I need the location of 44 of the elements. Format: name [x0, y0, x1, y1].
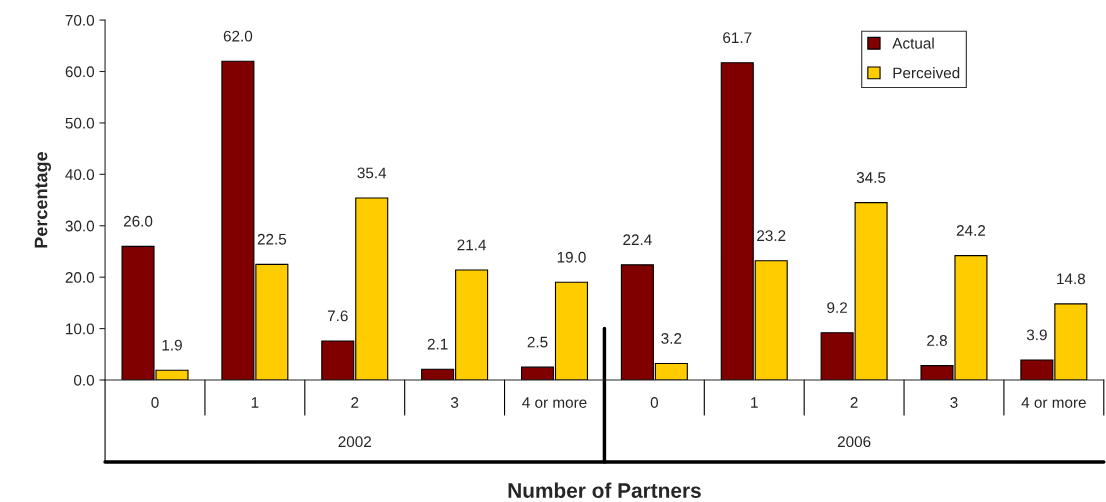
x-tick-label: 0 — [650, 397, 659, 408]
y-axis-title: Percentage — [34, 151, 52, 248]
data-label: 2.8 — [927, 335, 947, 346]
data-label: 14.8 — [1057, 273, 1086, 285]
data-label: 34.5 — [856, 172, 886, 183]
data-label: 1.9 — [162, 339, 182, 351]
data-label: 7.6 — [327, 310, 348, 322]
data-label: 23.2 — [757, 230, 786, 242]
x-tick-label: 3 — [950, 397, 958, 408]
x-tick-label: 4 or more — [1021, 397, 1086, 408]
y-tick-label: 50.0 — [65, 117, 95, 129]
data-label: 3.9 — [1026, 329, 1047, 341]
x-tick-label: 1 — [251, 397, 259, 408]
x-tick-label: 3 — [450, 397, 459, 408]
data-label: 9.2 — [827, 302, 847, 314]
y-tick-label: 0.0 — [74, 374, 95, 386]
x-tick-label: 1 — [751, 397, 758, 408]
x-axis-title: Number of Partners — [508, 482, 701, 498]
data-label: 24.2 — [956, 225, 986, 236]
data-label: 61.7 — [723, 32, 752, 44]
data-label: 2.5 — [527, 336, 548, 348]
x-tick-label: 4 or more — [522, 397, 587, 408]
data-label: 2.1 — [427, 338, 448, 350]
data-label: 26.0 — [123, 215, 153, 227]
data-label: 19.0 — [557, 251, 586, 263]
y-tick-label: 10.0 — [66, 323, 95, 335]
data-label: 21.4 — [457, 239, 487, 251]
y-tick-label: 20.0 — [65, 272, 95, 283]
y-tick-label: 60.0 — [65, 66, 95, 78]
y-tick-label: 40.0 — [65, 169, 95, 181]
x-tick-label: 0 — [151, 397, 159, 408]
legend-label: Actual — [892, 37, 934, 49]
x-tick-label: 2 — [850, 397, 858, 408]
legend-label: Perceived — [893, 67, 960, 79]
data-label: 22.5 — [257, 233, 287, 245]
data-label: 35.4 — [357, 167, 387, 179]
data-label: 3.2 — [661, 333, 682, 344]
text: 2006 — [837, 436, 871, 448]
text: 2002 — [338, 436, 371, 448]
x-tick-label: 2 — [351, 397, 359, 408]
data-label: 62.0 — [223, 30, 253, 42]
y-tick-label: 30.0 — [65, 220, 95, 232]
y-tick-label: 70.0 — [65, 14, 95, 26]
data-label: 22.4 — [623, 234, 652, 245]
